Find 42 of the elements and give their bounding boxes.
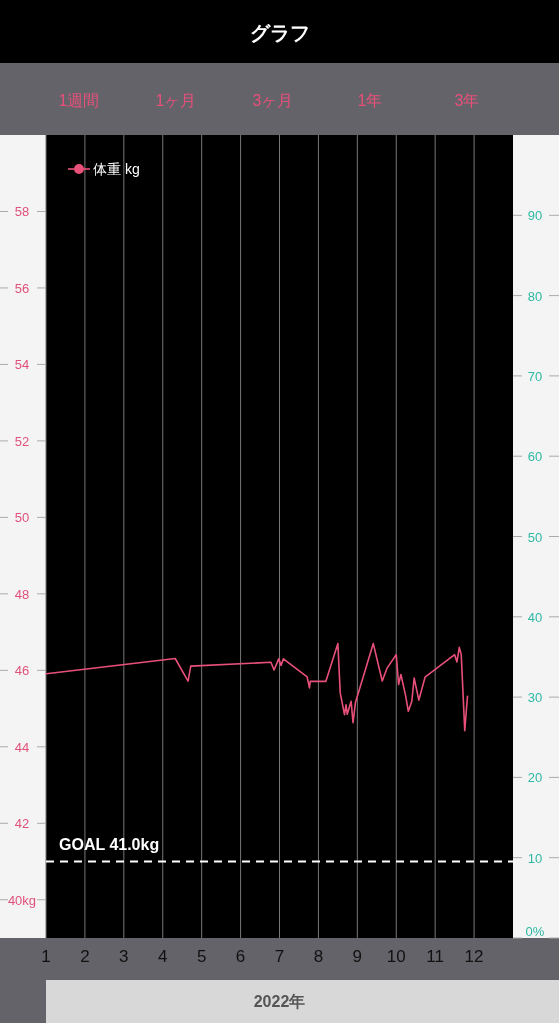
y2-tick-label: 30 bbox=[527, 690, 543, 706]
ref-line-label: GOAL 41.0kg bbox=[59, 835, 160, 853]
text: 3年 bbox=[454, 92, 480, 109]
y2-tick-label: 0% bbox=[525, 924, 545, 939]
y-tick-label: 52 bbox=[14, 433, 30, 449]
y2-tick-label: 60 bbox=[527, 449, 543, 465]
y-tick-label: 56 bbox=[14, 280, 30, 296]
text: 1週間 bbox=[58, 92, 100, 109]
y-tick-label: 50 bbox=[14, 510, 30, 526]
y-tick-label: 42 bbox=[14, 816, 30, 832]
chart-title: グラフ bbox=[249, 22, 310, 44]
x-tick-label: 1 bbox=[41, 947, 51, 966]
x-tick-label: 5 bbox=[196, 947, 207, 966]
x-tick-label: 2 bbox=[80, 947, 90, 966]
legend-label: 体重 kg bbox=[93, 161, 140, 177]
y2-tick-label: 20 bbox=[527, 770, 543, 786]
x-tick-label: 4 bbox=[158, 947, 168, 966]
x-tick-label: 10 bbox=[386, 947, 406, 966]
x-tick-label: 8 bbox=[313, 947, 324, 966]
x-axis-title: 2022年 bbox=[253, 993, 306, 1010]
y2-tick-label: 70 bbox=[527, 368, 543, 384]
y-tick-label: 54 bbox=[14, 357, 30, 373]
x-tick-label: 11 bbox=[426, 947, 444, 966]
y2-tick-label: 80 bbox=[527, 288, 543, 304]
x-tick-label: 3 bbox=[119, 947, 129, 966]
y2-tick-label: 50 bbox=[527, 529, 543, 545]
y2-tick-label: 90 bbox=[527, 208, 543, 224]
text: 3ヶ月 bbox=[252, 92, 294, 109]
text: 1ヶ月 bbox=[155, 92, 197, 109]
x-tick-label: 7 bbox=[274, 947, 285, 966]
y-tick-label: 48 bbox=[14, 586, 30, 602]
y-tick-label: 58 bbox=[14, 204, 30, 220]
y2-tick-label: 40 bbox=[527, 609, 543, 625]
x-tick-label: 12 bbox=[464, 947, 484, 966]
line-series bbox=[45, 642, 469, 732]
text: 1年 bbox=[357, 92, 383, 109]
y2-tick-label: 10 bbox=[527, 850, 543, 866]
y-tick-label: 46 bbox=[14, 663, 30, 679]
y-tick-label: 44 bbox=[14, 739, 30, 755]
y-tick-label: 40kg bbox=[7, 892, 37, 908]
x-tick-label: 6 bbox=[235, 947, 246, 966]
x-tick-label: 9 bbox=[352, 947, 363, 966]
